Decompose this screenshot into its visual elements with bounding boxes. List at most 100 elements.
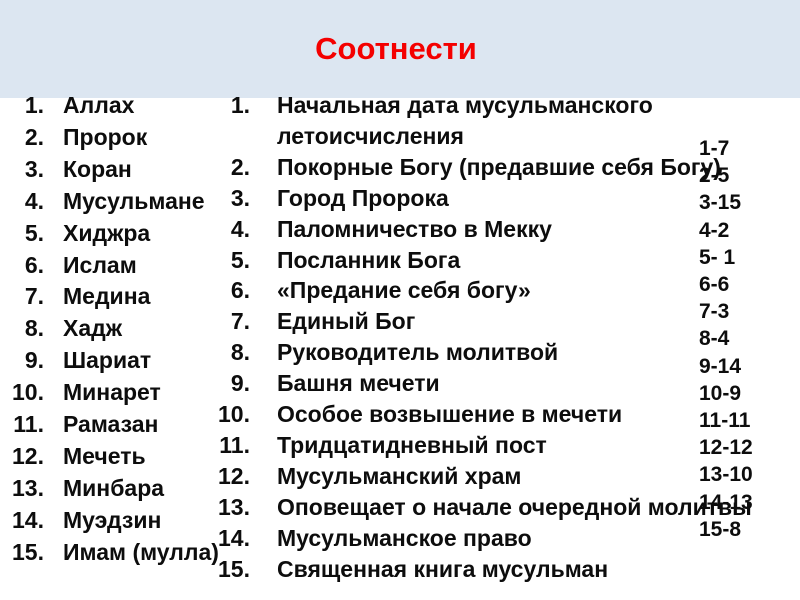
definition-item: 5. Посланник Бога bbox=[210, 245, 780, 276]
item-number: 12. bbox=[12, 442, 44, 469]
term-item: 3. Коран bbox=[0, 154, 230, 186]
item-number: 7. bbox=[24, 283, 44, 310]
definition-item: 8. Руководитель молитвой bbox=[210, 337, 780, 368]
definition-item: 4. Паломничество в Мекку bbox=[210, 214, 780, 245]
answer-item: 3-15 bbox=[699, 189, 753, 216]
item-text: 9-14 bbox=[699, 354, 742, 378]
item-text: 10-9 bbox=[699, 381, 742, 405]
answer-item: 5- 1 bbox=[699, 244, 753, 271]
item-number: 1. bbox=[230, 92, 250, 118]
item-number: 15. bbox=[12, 538, 44, 565]
item-text: Муэдзин bbox=[63, 506, 162, 533]
item-number: 3. bbox=[230, 184, 250, 211]
item-number: 3. bbox=[24, 155, 44, 182]
item-text: 7-3 bbox=[699, 300, 730, 324]
item-text: Башня мечети bbox=[277, 370, 440, 397]
item-text: 15-8 bbox=[699, 517, 742, 541]
item-text: Город Пророка bbox=[277, 184, 449, 211]
item-text: Аллах bbox=[63, 92, 135, 118]
item-text: Медина bbox=[63, 283, 151, 310]
item-number: 11. bbox=[219, 431, 250, 458]
term-item: 13. Минбара bbox=[0, 473, 230, 505]
item-number: 2. bbox=[230, 153, 250, 180]
term-item: 12. Мечеть bbox=[0, 441, 230, 473]
item-text: Имам (мулла) bbox=[63, 538, 219, 565]
answer-item: 9-14 bbox=[699, 353, 753, 380]
term-item: 14. Муэдзин bbox=[0, 505, 230, 537]
term-item: 5. Хиджра bbox=[0, 218, 230, 250]
item-text: Шариат bbox=[63, 347, 152, 374]
definition-item: 11. Тридцатидневный пост bbox=[210, 430, 780, 461]
item-number: 5. bbox=[230, 246, 250, 273]
item-text: 12-12 bbox=[699, 436, 753, 460]
item-text: Минбара bbox=[63, 474, 165, 501]
item-text: Рамазан bbox=[63, 411, 159, 438]
item-number: 9. bbox=[230, 370, 250, 397]
answer-key-list: 1-7 2-5 3-15 4-2 5- 1 6-6 7-3 8-4 9-14 10-9 11-11 1… bbox=[699, 135, 753, 543]
item-text: Минарет bbox=[63, 379, 161, 406]
item-text: 5- 1 bbox=[699, 245, 736, 269]
item-number: 4. bbox=[230, 215, 250, 242]
item-number: 13. bbox=[12, 474, 44, 501]
item-text: Мусульманский храм bbox=[277, 462, 522, 489]
item-text: Священная книга мусульман bbox=[277, 555, 609, 582]
item-number: 8. bbox=[230, 339, 250, 366]
definition-item: 10. Особое возвышение в мечети bbox=[210, 399, 780, 430]
item-number: 4. bbox=[24, 187, 44, 214]
item-text: 11-11 bbox=[699, 409, 751, 433]
item-number: 7. bbox=[230, 308, 250, 335]
item-text: 14-13 bbox=[699, 490, 753, 514]
item-text: 4-2 bbox=[699, 218, 730, 242]
term-item: 11. Рамазан bbox=[0, 409, 230, 441]
term-item: 4. Мусульмане bbox=[0, 186, 230, 218]
item-text: Паломничество в Мекку bbox=[277, 215, 552, 242]
term-item: 10. Минарет bbox=[0, 377, 230, 409]
definition-item: 1. Начальная дата мусульманского летоисчи… bbox=[210, 90, 780, 152]
answer-item: 1-7 bbox=[699, 135, 753, 162]
definition-item: 9. Башня мечети bbox=[210, 368, 780, 399]
term-item: 2. Пророк bbox=[0, 122, 230, 154]
answer-item: 10-9 bbox=[699, 380, 753, 407]
answer-item: 4-2 bbox=[699, 217, 753, 244]
item-number: 10. bbox=[218, 401, 250, 428]
definition-item: 14. Мусульманское право bbox=[210, 523, 780, 554]
answer-item: 11-11 bbox=[699, 407, 753, 434]
item-number: 9. bbox=[24, 347, 44, 374]
definitions-list: 1. Начальная дата мусульманского летоисчи… bbox=[210, 90, 780, 585]
answer-item: 6-6 bbox=[699, 271, 753, 298]
item-number: 1. bbox=[24, 92, 44, 118]
item-text: Особое возвышение в мечети bbox=[277, 401, 623, 428]
item-number: 11. bbox=[13, 411, 44, 438]
answer-item: 7-3 bbox=[699, 298, 753, 325]
answer-item: 12-12 bbox=[699, 434, 753, 461]
item-text: Мусульманское право bbox=[277, 524, 532, 551]
item-text: Начальная дата мусульманского летоисчисл… bbox=[277, 92, 653, 149]
term-item: 8. Хадж bbox=[0, 313, 230, 345]
definition-item: 6. «Предание себя богу» bbox=[210, 275, 780, 306]
item-text: Покорные Богу (предавшие себя Богу) bbox=[277, 153, 721, 180]
item-text: Единый Бог bbox=[277, 308, 416, 335]
item-text: 6-6 bbox=[699, 273, 730, 297]
item-text: Тридцатидневный пост bbox=[277, 431, 547, 458]
title-band bbox=[0, 0, 800, 98]
definition-item: 2. Покорные Богу (предавшие себя Богу) bbox=[210, 152, 780, 183]
item-text: 8-4 bbox=[699, 327, 730, 351]
item-number: 15. bbox=[218, 555, 250, 582]
item-number: 14. bbox=[12, 506, 44, 533]
answer-item: 13-10 bbox=[699, 461, 753, 488]
item-text: Посланник Бога bbox=[277, 246, 461, 273]
item-number: 6. bbox=[230, 277, 250, 304]
term-item: 7. Медина bbox=[0, 281, 230, 313]
item-text: Мусульмане bbox=[63, 187, 205, 214]
definition-item: 13. Оповещает о начале очередной молитвы bbox=[210, 492, 780, 523]
item-text: Хадж bbox=[63, 315, 123, 342]
item-text: Оповещает о начале очередной молитвы bbox=[277, 493, 752, 520]
item-number: 2. bbox=[24, 123, 44, 150]
definition-item: 3. Город Пророка bbox=[210, 183, 780, 214]
term-item: 1. Аллах bbox=[0, 90, 230, 122]
item-text: Руководитель молитвой bbox=[277, 339, 559, 366]
definition-item: 15. Священная книга мусульман bbox=[210, 554, 780, 585]
terms-list: 1. Аллах 2. Пророк 3. Коран 4. Мусульмане 5. Хидж… bbox=[0, 90, 230, 569]
item-text: 13-10 bbox=[699, 463, 753, 487]
